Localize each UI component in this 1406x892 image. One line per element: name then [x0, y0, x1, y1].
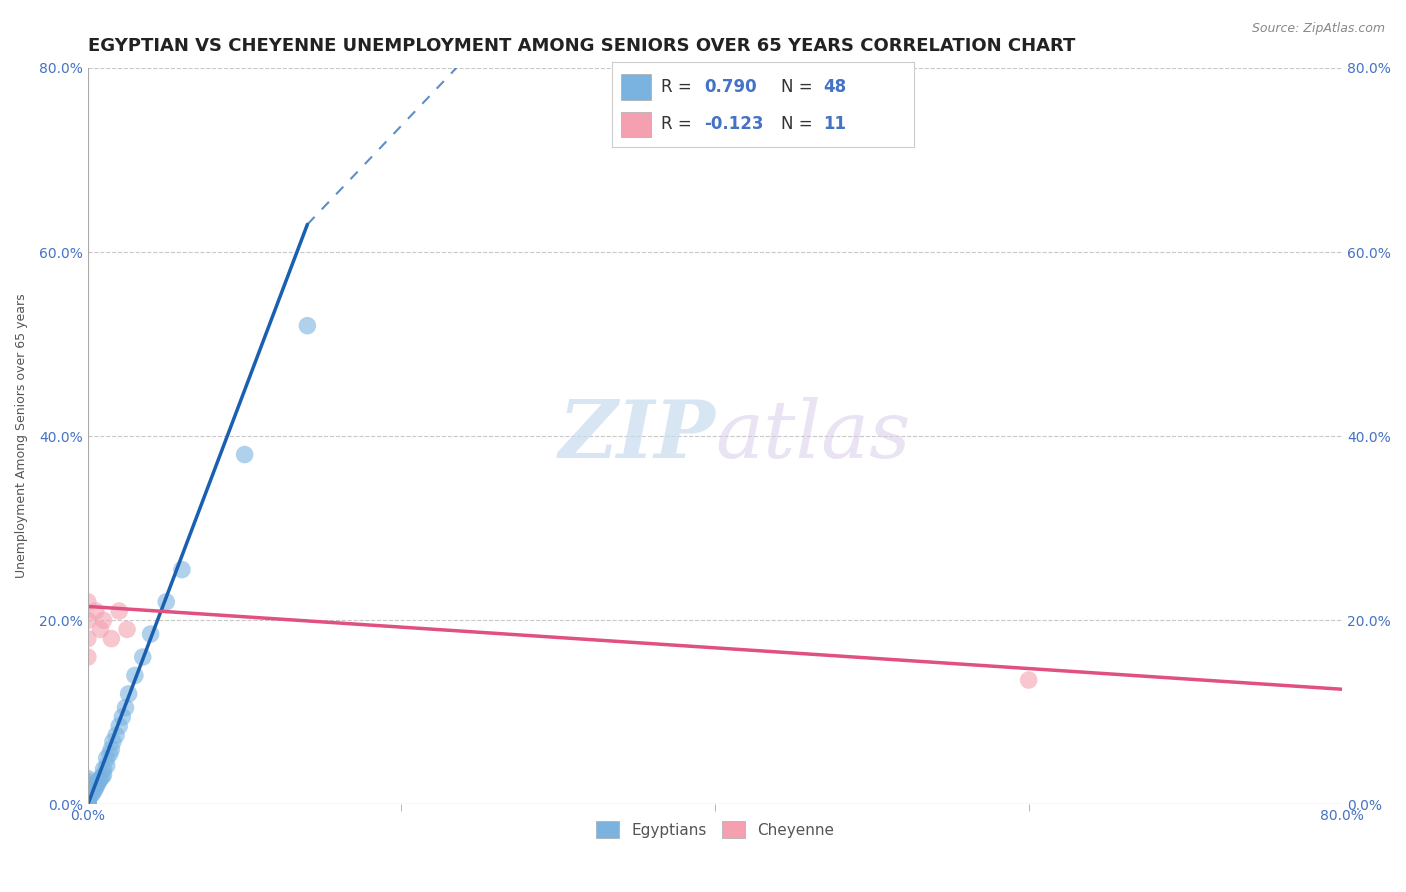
Point — [139, 627, 162, 641]
Point — [297, 318, 319, 333]
Point — [76, 795, 98, 809]
Point — [83, 783, 105, 797]
Point — [76, 797, 98, 812]
Point — [76, 793, 98, 807]
Point — [76, 780, 98, 795]
Text: R =: R = — [661, 78, 697, 96]
Point — [76, 797, 98, 812]
Point — [76, 789, 98, 804]
Point — [111, 710, 134, 724]
Point — [100, 742, 122, 756]
Point — [76, 774, 98, 789]
Text: 0.790: 0.790 — [704, 78, 756, 96]
Text: 11: 11 — [824, 115, 846, 133]
Text: EGYPTIAN VS CHEYENNE UNEMPLOYMENT AMONG SENIORS OVER 65 YEARS CORRELATION CHART: EGYPTIAN VS CHEYENNE UNEMPLOYMENT AMONG … — [87, 37, 1076, 55]
Text: ZIP: ZIP — [558, 398, 716, 475]
Point — [96, 751, 118, 765]
Text: -0.123: -0.123 — [704, 115, 763, 133]
Point — [76, 797, 98, 812]
Point — [93, 613, 115, 627]
Point — [89, 772, 111, 786]
Text: R =: R = — [661, 115, 697, 133]
Point — [108, 719, 131, 733]
Point — [76, 797, 98, 812]
Point — [93, 768, 115, 782]
Point — [84, 604, 107, 618]
Point — [132, 650, 155, 665]
Point — [115, 623, 138, 637]
Point — [84, 779, 107, 793]
Y-axis label: Unemployment Among Seniors over 65 years: Unemployment Among Seniors over 65 years — [15, 293, 28, 578]
Point — [98, 747, 121, 761]
Text: Source: ZipAtlas.com: Source: ZipAtlas.com — [1251, 22, 1385, 36]
Point — [76, 792, 98, 806]
Point — [87, 774, 110, 789]
Point — [76, 777, 98, 791]
Point — [124, 668, 146, 682]
Point — [89, 623, 111, 637]
Text: atlas: atlas — [716, 398, 911, 475]
Point — [86, 777, 108, 791]
Point — [76, 788, 98, 802]
Point — [100, 632, 122, 646]
Point — [108, 604, 131, 618]
Point — [76, 796, 98, 810]
Point — [114, 700, 136, 714]
Point — [76, 595, 98, 609]
Point — [76, 783, 98, 797]
Point — [101, 735, 124, 749]
Point — [76, 790, 98, 805]
Legend: Egyptians, Cheyenne: Egyptians, Cheyenne — [591, 814, 841, 845]
Text: 48: 48 — [824, 78, 846, 96]
Point — [76, 797, 98, 812]
Point — [155, 595, 177, 609]
Point — [1018, 673, 1040, 687]
Point — [76, 650, 98, 665]
Point — [76, 772, 98, 786]
Point — [76, 786, 98, 800]
Point — [84, 780, 107, 795]
Point — [76, 779, 98, 793]
Bar — [620, 112, 651, 137]
Point — [93, 762, 115, 776]
Bar — [620, 74, 651, 100]
Point — [76, 794, 98, 808]
Point — [76, 613, 98, 627]
Point — [117, 687, 139, 701]
Point — [233, 448, 256, 462]
Text: N =: N = — [780, 115, 818, 133]
Point — [82, 786, 104, 800]
Point — [170, 563, 193, 577]
Point — [80, 788, 103, 802]
Point — [91, 770, 114, 784]
Text: N =: N = — [780, 78, 818, 96]
Point — [105, 728, 128, 742]
Point — [76, 632, 98, 646]
Point — [96, 758, 118, 772]
